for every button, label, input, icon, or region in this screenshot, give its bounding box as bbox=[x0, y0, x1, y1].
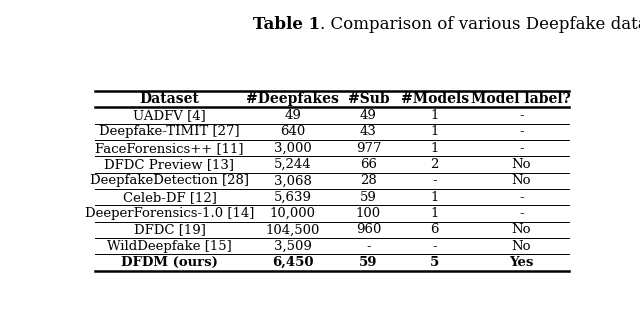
Text: FaceForensics++ [11]: FaceForensics++ [11] bbox=[95, 142, 244, 155]
Text: -: - bbox=[433, 240, 437, 253]
Text: WildDeepfake [15]: WildDeepfake [15] bbox=[107, 240, 232, 253]
Text: -: - bbox=[519, 125, 524, 139]
Text: DFDC Preview [13]: DFDC Preview [13] bbox=[104, 158, 234, 171]
Text: 5: 5 bbox=[430, 256, 440, 269]
Text: 1: 1 bbox=[431, 191, 439, 204]
Text: 49: 49 bbox=[360, 109, 377, 122]
Text: -: - bbox=[519, 191, 524, 204]
Text: Yes: Yes bbox=[509, 256, 533, 269]
Text: 49: 49 bbox=[284, 109, 301, 122]
Text: 100: 100 bbox=[356, 207, 381, 220]
Text: 3,000: 3,000 bbox=[274, 142, 312, 155]
Text: #Sub: #Sub bbox=[348, 92, 389, 106]
Text: 3,509: 3,509 bbox=[274, 240, 312, 253]
Text: -: - bbox=[433, 175, 437, 187]
Text: 960: 960 bbox=[356, 223, 381, 236]
Text: DeepfakeDetection [28]: DeepfakeDetection [28] bbox=[90, 175, 249, 187]
Text: Deepfake-TIMIT [27]: Deepfake-TIMIT [27] bbox=[99, 125, 240, 139]
Text: Dataset: Dataset bbox=[140, 92, 200, 106]
Text: 1: 1 bbox=[431, 142, 439, 155]
Text: 1: 1 bbox=[431, 207, 439, 220]
Text: Table 1: Table 1 bbox=[253, 16, 320, 33]
Text: -: - bbox=[519, 142, 524, 155]
Text: 640: 640 bbox=[280, 125, 305, 139]
Text: . Comparison of various Deepfake datasets: . Comparison of various Deepfake dataset… bbox=[320, 16, 640, 33]
Text: 5,244: 5,244 bbox=[274, 158, 312, 171]
Text: 1: 1 bbox=[431, 109, 439, 122]
Text: UADFV [4]: UADFV [4] bbox=[133, 109, 206, 122]
Text: -: - bbox=[519, 109, 524, 122]
Text: 66: 66 bbox=[360, 158, 377, 171]
Text: 3,068: 3,068 bbox=[274, 175, 312, 187]
Text: 28: 28 bbox=[360, 175, 377, 187]
Text: 43: 43 bbox=[360, 125, 377, 139]
Text: Model label?: Model label? bbox=[471, 92, 571, 106]
Text: 59: 59 bbox=[359, 256, 378, 269]
Text: 59: 59 bbox=[360, 191, 377, 204]
Text: -: - bbox=[366, 240, 371, 253]
Text: -: - bbox=[519, 207, 524, 220]
Text: Celeb-DF [12]: Celeb-DF [12] bbox=[122, 191, 216, 204]
Text: 10,000: 10,000 bbox=[269, 207, 316, 220]
Text: DFDM (ours): DFDM (ours) bbox=[121, 256, 218, 269]
Text: DeeperForensics-1.0 [14]: DeeperForensics-1.0 [14] bbox=[84, 207, 254, 220]
Text: No: No bbox=[511, 158, 531, 171]
Text: 6: 6 bbox=[431, 223, 439, 236]
Text: No: No bbox=[511, 223, 531, 236]
Text: 2: 2 bbox=[431, 158, 439, 171]
Text: #Models: #Models bbox=[401, 92, 469, 106]
Text: 6,450: 6,450 bbox=[272, 256, 314, 269]
Text: #Deepfakes: #Deepfakes bbox=[246, 92, 339, 106]
Text: 104,500: 104,500 bbox=[266, 223, 320, 236]
Text: 5,639: 5,639 bbox=[274, 191, 312, 204]
Text: No: No bbox=[511, 240, 531, 253]
Text: 977: 977 bbox=[356, 142, 381, 155]
Text: 1: 1 bbox=[431, 125, 439, 139]
Text: No: No bbox=[511, 175, 531, 187]
Text: DFDC [19]: DFDC [19] bbox=[134, 223, 205, 236]
